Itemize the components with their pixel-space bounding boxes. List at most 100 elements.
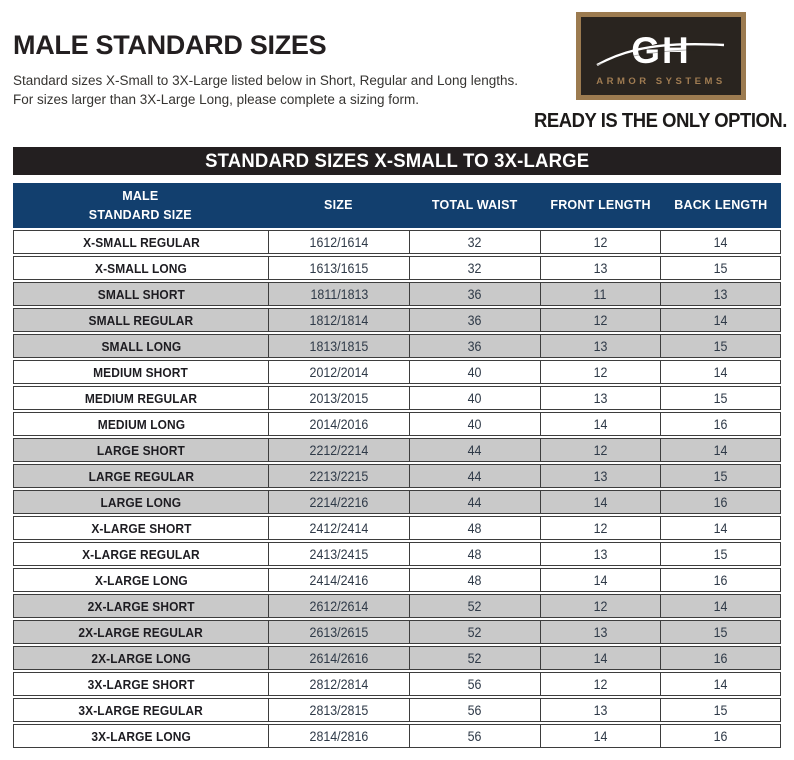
- back-length-cell: 16: [660, 647, 780, 669]
- column-header-front-length: FRONT LENGTH: [550, 198, 651, 213]
- total-waist-value: 52: [468, 598, 482, 614]
- front-length-value: 12: [593, 598, 608, 614]
- total-waist-cell: 52: [409, 621, 540, 643]
- back-length-cell: 15: [660, 621, 780, 643]
- front-length-value: 12: [593, 442, 608, 458]
- table-row: 2X-LARGE SHORT 2612/2614 52 12 14: [13, 594, 781, 618]
- front-length-value: 12: [593, 234, 608, 250]
- total-waist-value: 32: [468, 234, 482, 250]
- standard-size-label: LARGE REGULAR: [88, 468, 194, 484]
- standard-size-label: X-LARGE LONG: [94, 572, 188, 588]
- back-length-value: 15: [713, 624, 728, 640]
- front-length-value: 13: [593, 624, 608, 640]
- total-waist-value: 48: [468, 520, 482, 536]
- table-row: 3X-LARGE SHORT 2812/2814 56 12 14: [13, 672, 781, 696]
- front-length-value: 12: [593, 312, 608, 328]
- table-row: 3X-LARGE LONG 2814/2816 56 14 16: [13, 724, 781, 748]
- standard-size-label: 3X-LARGE SHORT: [87, 676, 195, 692]
- size-code-value: 2814/2816: [309, 728, 369, 744]
- front-length-cell: 12: [540, 517, 660, 539]
- front-length-cell: 12: [540, 361, 660, 383]
- standard-size-cell: 2X-LARGE SHORT: [14, 595, 268, 617]
- size-code-cell: 2614/2616: [268, 647, 409, 669]
- back-length-cell: 16: [660, 413, 780, 435]
- standard-size-cell: X-LARGE REGULAR: [14, 543, 268, 565]
- front-length-value: 12: [593, 676, 608, 692]
- standard-size-label: X-SMALL LONG: [95, 260, 187, 276]
- size-code-cell: 1612/1614: [268, 231, 409, 253]
- column-header-total-waist: TOTAL WAIST: [431, 198, 518, 213]
- size-code-cell: 2213/2215: [268, 465, 409, 487]
- standard-size-label: SMALL SHORT: [97, 286, 185, 302]
- table-row: X-LARGE SHORT 2412/2414 48 12 14: [13, 516, 781, 540]
- front-length-value: 11: [594, 286, 607, 302]
- back-length-cell: 16: [660, 569, 780, 591]
- total-waist-value: 56: [468, 676, 482, 692]
- front-length-cell: 13: [540, 465, 660, 487]
- standard-size-cell: MEDIUM REGULAR: [14, 387, 268, 409]
- back-length-value: 15: [713, 390, 728, 406]
- back-length-value: 13: [713, 286, 728, 302]
- table-row: X-SMALL REGULAR 1612/1614 32 12 14: [13, 230, 781, 254]
- size-code-cell: 2813/2815: [268, 699, 409, 721]
- standard-size-label: SMALL REGULAR: [88, 312, 194, 328]
- front-length-value: 12: [593, 364, 608, 380]
- total-waist-cell: 44: [409, 491, 540, 513]
- back-length-cell: 15: [660, 543, 780, 565]
- front-length-value: 14: [593, 728, 608, 744]
- back-length-value: 16: [713, 728, 728, 744]
- size-code-cell: 2414/2416: [268, 569, 409, 591]
- front-length-cell: 13: [540, 543, 660, 565]
- total-waist-cell: 40: [409, 413, 540, 435]
- back-length-cell: 15: [660, 387, 780, 409]
- size-code-value: 2214/2216: [309, 494, 369, 510]
- back-length-value: 16: [713, 572, 728, 588]
- total-waist-cell: 36: [409, 309, 540, 331]
- size-code-value: 2213/2215: [309, 468, 369, 484]
- front-length-cell: 13: [540, 387, 660, 409]
- front-length-cell: 11: [540, 283, 660, 305]
- front-length-cell: 12: [540, 439, 660, 461]
- front-length-cell: 13: [540, 257, 660, 279]
- front-length-cell: 12: [540, 231, 660, 253]
- standard-size-label: 3X-LARGE LONG: [91, 728, 191, 744]
- total-waist-value: 48: [468, 546, 482, 562]
- back-length-value: 14: [713, 598, 728, 614]
- size-code-cell: 1813/1815: [268, 335, 409, 357]
- back-length-cell: 14: [660, 517, 780, 539]
- table-title-banner: STANDARD SIZES X-SMALL TO 3X-LARGE: [13, 147, 781, 175]
- front-length-value: 13: [593, 702, 608, 718]
- standard-size-cell: 3X-LARGE REGULAR: [14, 699, 268, 721]
- standard-size-label: X-SMALL REGULAR: [82, 234, 200, 250]
- table-row: X-LARGE REGULAR 2413/2415 48 13 15: [13, 542, 781, 566]
- size-code-cell: 2012/2014: [268, 361, 409, 383]
- total-waist-value: 52: [468, 650, 482, 666]
- standard-size-label: MEDIUM LONG: [97, 416, 185, 432]
- size-code-cell: 1613/1615: [268, 257, 409, 279]
- standard-size-cell: MEDIUM LONG: [14, 413, 268, 435]
- standard-size-cell: LARGE SHORT: [14, 439, 268, 461]
- table-row: X-SMALL LONG 1613/1615 32 13 15: [13, 256, 781, 280]
- size-code-value: 2413/2415: [309, 546, 369, 562]
- standard-size-label: 2X-LARGE REGULAR: [78, 624, 204, 640]
- front-length-value: 14: [593, 572, 608, 588]
- total-waist-value: 36: [468, 312, 482, 328]
- total-waist-cell: 36: [409, 335, 540, 357]
- total-waist-cell: 52: [409, 595, 540, 617]
- table-row: LARGE REGULAR 2213/2215 44 13 15: [13, 464, 781, 488]
- table-row: SMALL SHORT 1811/1813 36 11 13: [13, 282, 781, 306]
- table-row: X-LARGE LONG 2414/2416 48 14 16: [13, 568, 781, 592]
- total-waist-cell: 56: [409, 673, 540, 695]
- title-block: MALE STANDARD SIZES Standard sizes X-Sma…: [13, 30, 518, 110]
- page-title: MALE STANDARD SIZES: [13, 30, 327, 60]
- total-waist-value: 44: [468, 442, 482, 458]
- standard-size-cell: 3X-LARGE SHORT: [14, 673, 268, 695]
- standard-size-label: 3X-LARGE REGULAR: [78, 702, 204, 718]
- back-length-value: 14: [713, 364, 728, 380]
- front-length-cell: 14: [540, 569, 660, 591]
- table-row: MEDIUM SHORT 2012/2014 40 12 14: [13, 360, 781, 384]
- size-table-body: X-SMALL REGULAR 1612/1614 32 12 14 X-SMA…: [13, 230, 781, 748]
- back-length-cell: 14: [660, 309, 780, 331]
- total-waist-cell: 44: [409, 465, 540, 487]
- standard-size-label: 2X-LARGE SHORT: [87, 598, 195, 614]
